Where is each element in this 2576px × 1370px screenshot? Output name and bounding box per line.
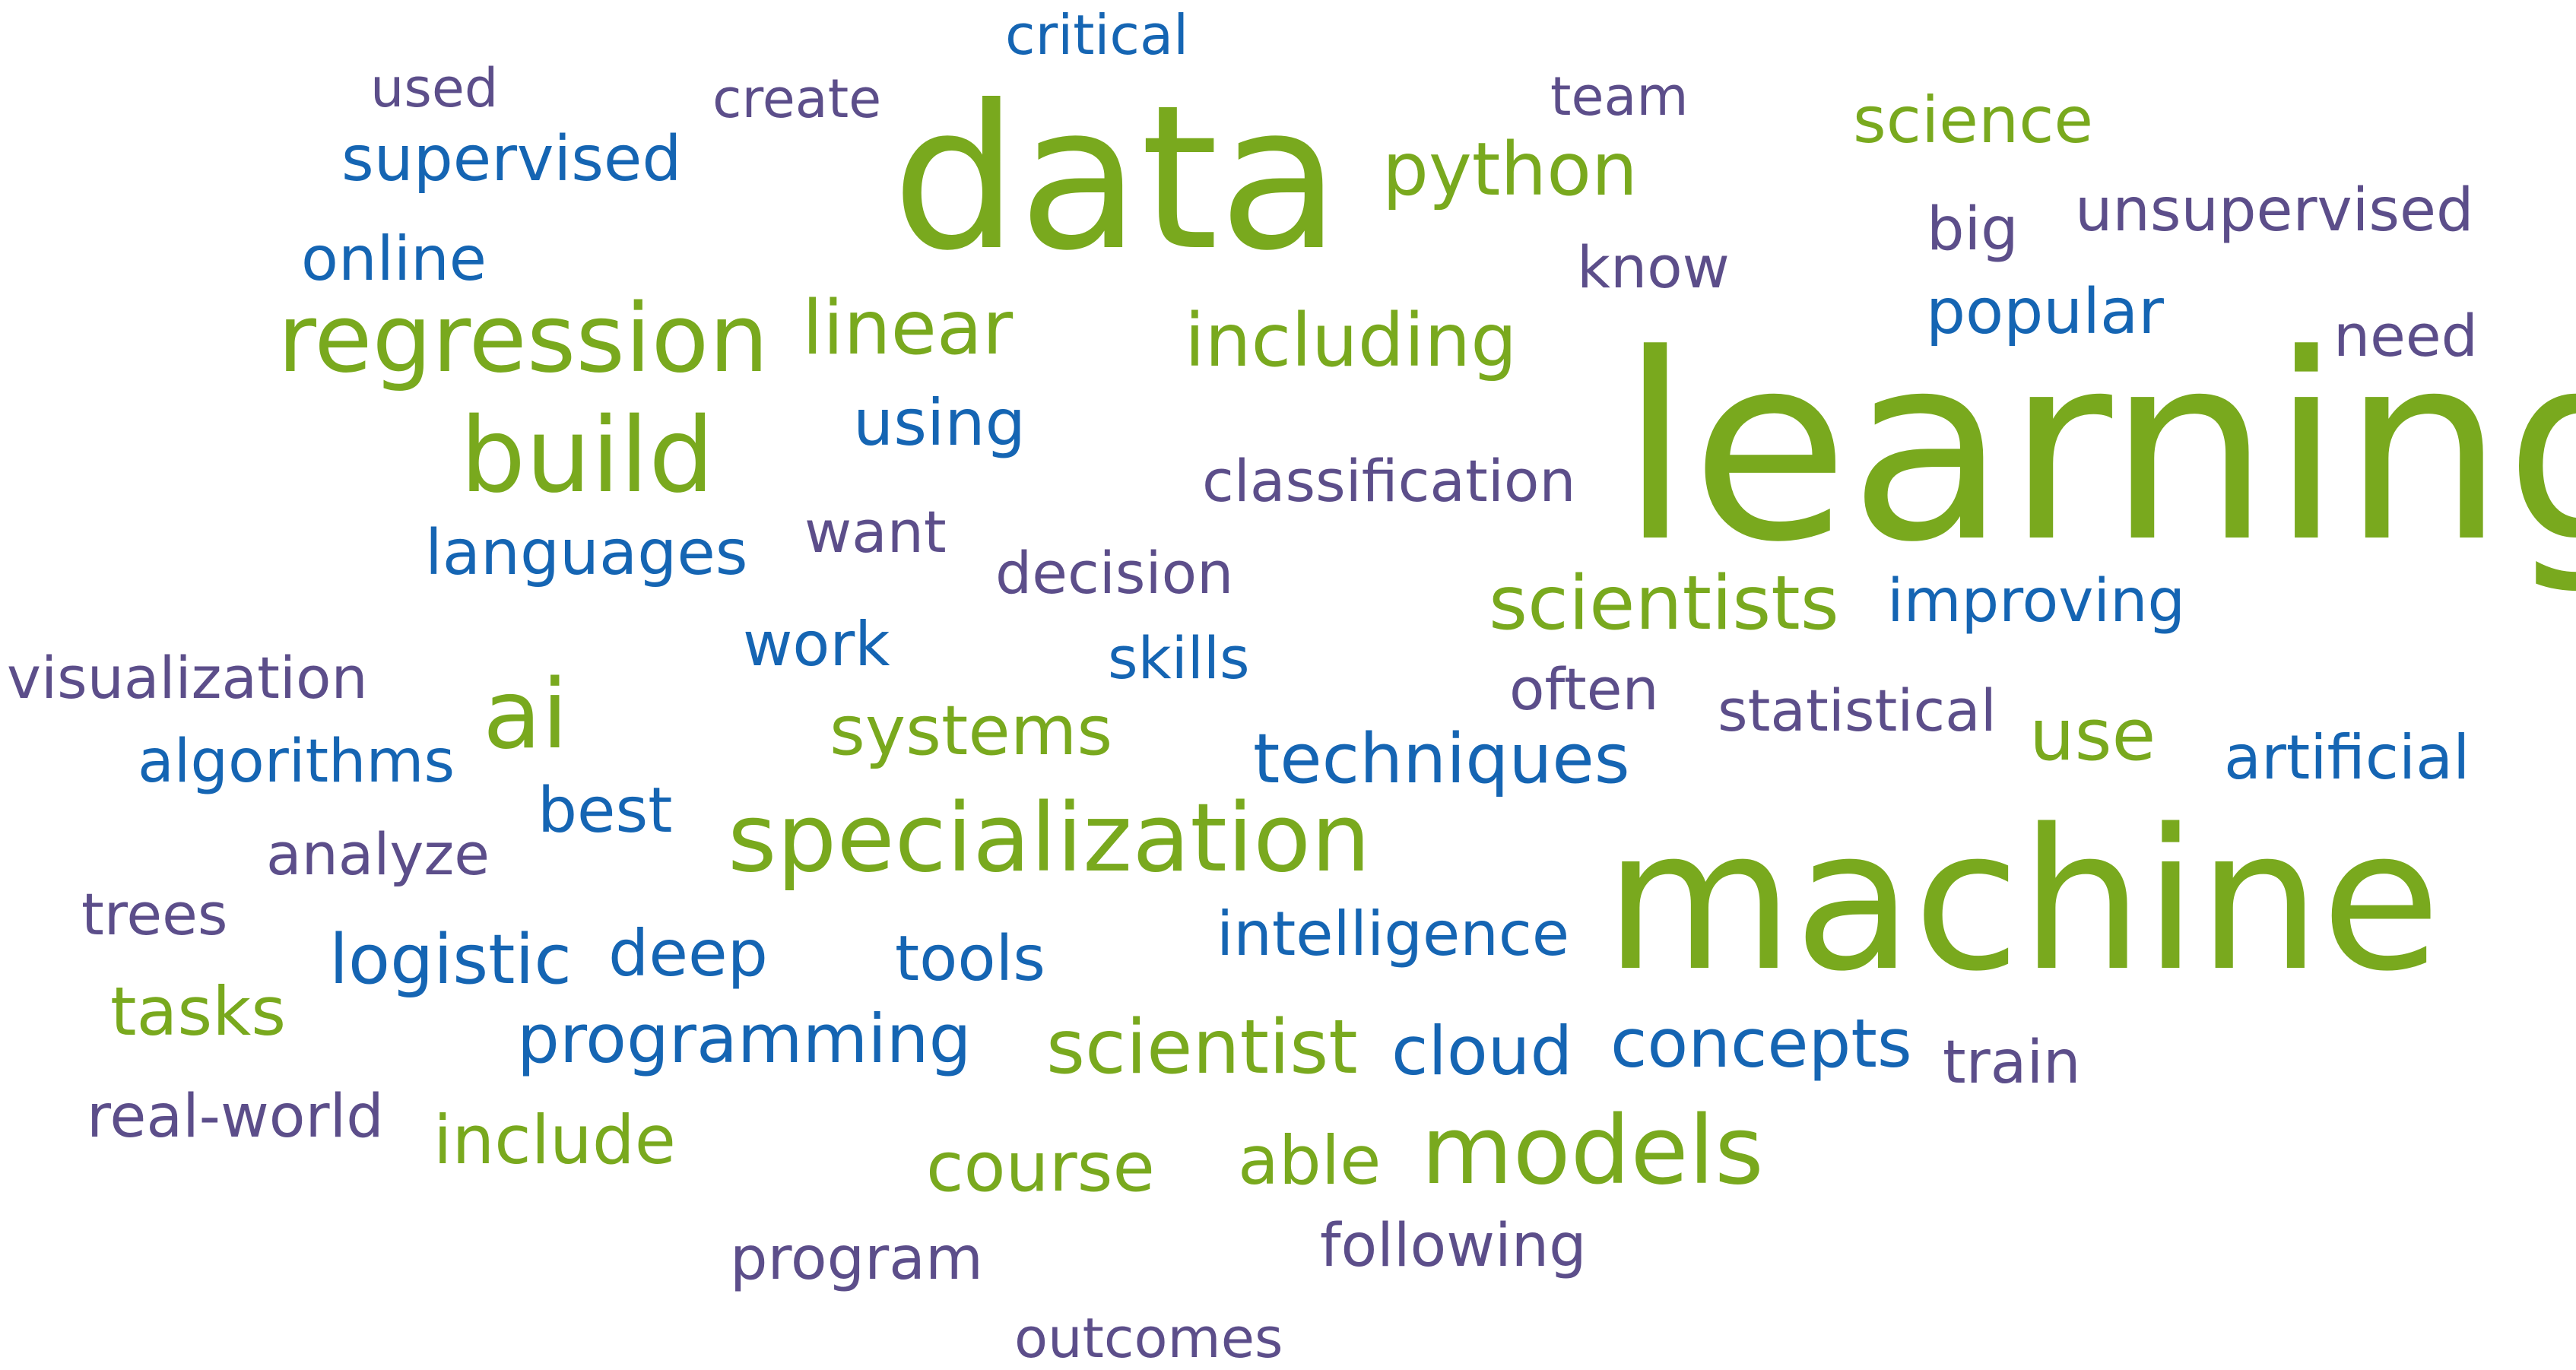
word-include: include (433, 1101, 676, 1179)
word-critical: critical (1005, 3, 1189, 67)
word-scientist: scientist (1046, 1004, 1358, 1091)
word-able: able (1238, 1121, 1382, 1200)
word-supervised: supervised (341, 123, 682, 195)
word-science: science (1853, 83, 2094, 157)
word-team: team (1550, 65, 1689, 128)
word-techniques: techniques (1253, 719, 1630, 799)
word-models: models (1421, 1096, 1764, 1206)
word-classification: classification (1202, 447, 1576, 515)
word-need: need (2333, 302, 2478, 369)
word-online: online (301, 224, 487, 294)
word-learning: learning (1620, 299, 2576, 598)
word-scientists: scientists (1489, 560, 1839, 647)
word-cloud: cloud (1391, 1012, 1573, 1090)
word-popular: popular (1926, 276, 2164, 348)
word-outcomes: outcomes (1014, 1306, 1283, 1370)
word-improving: improving (1887, 567, 2186, 636)
word-course: course (926, 1127, 1155, 1207)
word-use: use (2029, 694, 2156, 777)
word-languages: languages (425, 517, 748, 589)
word-concepts: concepts (1610, 1004, 1912, 1083)
word-create: create (712, 68, 882, 130)
word-decision: decision (995, 539, 1234, 607)
word-including: including (1185, 298, 1518, 383)
word-data: data (892, 62, 1341, 294)
word-machine: machine (1604, 788, 2441, 1014)
word-artificial: artificial (2224, 722, 2470, 793)
word-used: used (370, 57, 499, 119)
word-deep: deep (608, 916, 768, 991)
word-tools: tools (895, 923, 1045, 995)
word-statistical: statistical (1718, 677, 1997, 744)
word-following: following (1320, 1212, 1587, 1280)
word-train: train (1943, 1029, 2081, 1097)
word-intelligence: intelligence (1217, 899, 1570, 969)
word-best: best (538, 775, 673, 847)
word-visualization: visualization (7, 644, 368, 712)
word-systems: systems (830, 691, 1113, 771)
word-python: python (1382, 127, 1638, 212)
word-program: program (730, 1225, 983, 1293)
word-build: build (460, 396, 715, 516)
word-specialization: specialization (728, 784, 1371, 893)
word-tasks: tasks (110, 972, 287, 1051)
word-work: work (743, 609, 890, 680)
word-real-world: real-world (87, 1083, 384, 1151)
word-linear: linear (802, 285, 1014, 372)
word-algorithms: algorithms (138, 728, 455, 796)
word-skills: skills (1108, 624, 1250, 692)
word-want: want (804, 498, 947, 566)
word-programming: programming (517, 1000, 972, 1078)
word-often: often (1509, 655, 1659, 723)
word-unsupervised: unsupervised (2075, 176, 2474, 245)
word-know: know (1577, 233, 1730, 301)
word-big: big (1927, 195, 2019, 264)
word-analyze: analyze (266, 820, 490, 888)
word-logistic: logistic (329, 920, 572, 1000)
word-ai: ai (483, 658, 569, 770)
word-regression: regression (278, 284, 769, 394)
word-trees: trees (81, 880, 228, 948)
word-using: using (853, 385, 1026, 460)
